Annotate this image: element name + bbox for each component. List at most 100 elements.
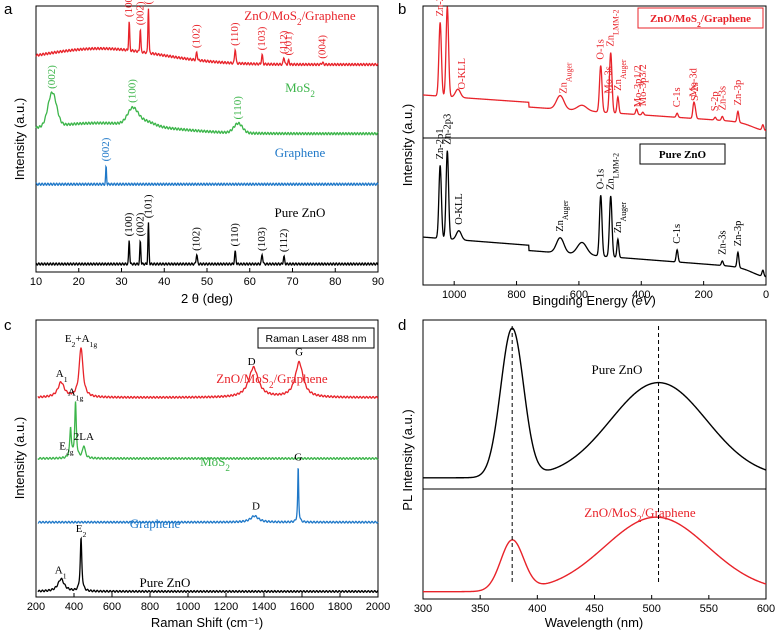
panel-b-peak-label: Zn-3s	[717, 86, 728, 111]
panel-c-peak-label-main: D	[252, 501, 260, 513]
panel-a-hkl-label: (103)	[256, 26, 268, 50]
panel-d-series-1	[423, 516, 767, 593]
panel-a-series-label-0-sub: 2	[297, 17, 302, 27]
panel-c-xtick-label: 600	[103, 601, 121, 613]
panel-a-ylabel: Intensity (a.u.)	[12, 98, 27, 180]
panel-a-hkl-label: (100)	[123, 0, 135, 17]
panel-b-peak-label: C-1s	[672, 224, 683, 244]
panel-b-peak-label-main: O-KLL	[457, 58, 468, 90]
panel-c-peak-label-sub: 2	[72, 339, 76, 348]
panel-a-hkl-label: (100)	[123, 212, 135, 236]
panel-b-xtick-label: 0	[763, 289, 769, 301]
panel-a-xtick-label: 50	[201, 276, 213, 288]
panel-label-c: c	[4, 317, 12, 334]
panel-b-xtick-label: 400	[632, 289, 650, 301]
panel-b-legend-text-0-tail: /Graphene	[700, 13, 751, 25]
panel-c-peak-label: A1g	[68, 386, 84, 402]
panel-c-ylabel: Intensity (a.u.)	[12, 417, 27, 499]
panel-d-xtick-label: 350	[471, 603, 489, 615]
panel-c-legend-text: Raman Laser 488 nm	[266, 333, 367, 345]
panel-b-peak-label-main: O-KLL	[454, 193, 465, 225]
panel-c-peak-label-tail: +A	[75, 333, 89, 345]
panel-d-ylabel: PL Intensity (a.u.)	[400, 409, 415, 510]
panel-c-peak-label: E2	[76, 523, 87, 539]
panel-b-peak-label-main: Mo-3p1/2	[633, 65, 644, 107]
panel-c-xtick-label: 200	[27, 601, 45, 613]
panel-b-peak-label-main: Mo-3s	[604, 66, 615, 93]
panel-a-xtick-label: 30	[115, 276, 127, 288]
panel-a-xtick-label: 80	[329, 276, 341, 288]
panel-c-xtick-label: 1200	[214, 601, 238, 613]
panel-a-series-3	[35, 222, 379, 266]
panel-b-peak-label-main: C-1s	[672, 87, 683, 107]
panel-b-legend-box-0	[637, 7, 764, 29]
panel-c-peak-label-sub: 2	[82, 529, 86, 538]
panel-d-series-label-0-main: Pure ZnO	[592, 362, 643, 377]
panel-b-peak-label: Mo-3p3/2	[638, 64, 649, 106]
panel-c-peak-label: A1	[55, 564, 67, 580]
panel-c-legend-box	[257, 327, 375, 349]
panel-b-peak-label: Zn-2p3	[442, 114, 453, 145]
panel-b-peak-label-main: Zn-2p3	[442, 114, 453, 145]
panel-a-hkl-label: (101)	[142, 194, 154, 218]
panel-b-peak-label: Mo-3p1/2	[633, 65, 644, 107]
panel-d-xtick-label: 300	[414, 603, 432, 615]
panel-c-peak-label: E2g	[59, 441, 74, 457]
panel-c-xtick-label: 800	[141, 601, 159, 613]
panel-c-peak-label-sub: 1	[63, 571, 67, 580]
panel-c-frame	[35, 319, 379, 598]
panel-b-peak-label-main: O-1s	[596, 169, 607, 189]
panel-b-xtick-label: 800	[507, 289, 525, 301]
panel-d-xtick-label: 450	[585, 603, 603, 615]
panel-b-ylabel: Intensity (a.u.)	[400, 104, 415, 186]
panel-a-hkl-label: (002)	[134, 212, 146, 236]
panel-c-xtick-label: 2000	[366, 601, 390, 613]
panel-d-xtick-label: 600	[757, 603, 775, 615]
panel-b-peak-label-main: Zn-3p	[733, 221, 744, 247]
panel-d-xlabel: Wavelength (nm)	[545, 615, 644, 630]
panel-a-hkl-label: (103)	[256, 227, 268, 251]
panel-b-peak-label-sub: Auger	[618, 59, 627, 79]
panel-c-peak-label-main: A	[55, 564, 63, 576]
panel-c-series-label-0-main: ZnO/MoS	[216, 371, 269, 386]
panel-a-series-label-0: ZnO/MoS2/Graphene	[244, 8, 356, 27]
panel-c-peak-label-main: A	[68, 386, 76, 398]
panel-b-xtick-label: 200	[694, 289, 712, 301]
panel-b-peak-label-main: Mo-3d	[689, 67, 700, 96]
panel-b-peak-label-main: Zn	[558, 81, 569, 93]
panel-c-peak-label: G	[294, 452, 302, 464]
panel-d-series-label-0: Pure ZnO	[592, 362, 643, 377]
panel-b-peak-label-sub: LMM-2	[611, 153, 620, 178]
panel-a-hkl-label: (002)	[134, 1, 146, 25]
panel-c-peak-label-main: E	[59, 441, 66, 453]
panel-d-series-0	[423, 327, 767, 479]
panel-d-series-label-1: ZnO/MoS2/Graphene	[584, 505, 696, 524]
panel-b-peak-label-sub: Auger	[618, 201, 627, 221]
panel-a-series-label-2-main: Graphene	[275, 145, 326, 160]
panel-c-peak-label-sub: 1	[64, 375, 68, 384]
panel-c-xtick-label: 1400	[252, 601, 276, 613]
panel-d-xtick-label: 500	[642, 603, 660, 615]
panel-b-peak-label: ZnAuger	[613, 201, 628, 233]
panel-b-peak-label-main: Zn	[606, 34, 617, 46]
panel-b-series-0	[422, 6, 767, 132]
panel-b-peak-label: O-1s	[596, 39, 607, 59]
panel-a-series-label-0-main: ZnO/MoS	[244, 8, 297, 23]
panel-c-peak-label-main: E	[65, 333, 72, 345]
panel-b-peak-label: S-2s	[690, 82, 701, 101]
panel-c-peak-label-main: G	[294, 452, 302, 464]
panel-c-peak-label-main: E	[76, 523, 83, 535]
panel-c-series-label-1: MoS2	[200, 454, 230, 473]
panel-label-b: b	[398, 1, 406, 18]
panel-c-series-label-3-main: Pure ZnO	[140, 575, 191, 590]
panel-b-peak-label-main: S-2p	[710, 91, 721, 111]
panel-b-peak-label-main: Zn-3s	[717, 230, 728, 255]
panel-a-xtick-label: 10	[30, 276, 42, 288]
panel-c-series-label-1-main: MoS	[200, 454, 225, 469]
panel-b-peak-label-main: Zn-2p1	[435, 128, 446, 159]
panel-b-peak-label-main: Zn	[606, 178, 617, 190]
panel-a-hkl-label: (201)	[283, 31, 295, 55]
panel-c-xtick-label: 400	[65, 601, 83, 613]
panel-c-peak-label-sub: 1g	[76, 393, 84, 402]
